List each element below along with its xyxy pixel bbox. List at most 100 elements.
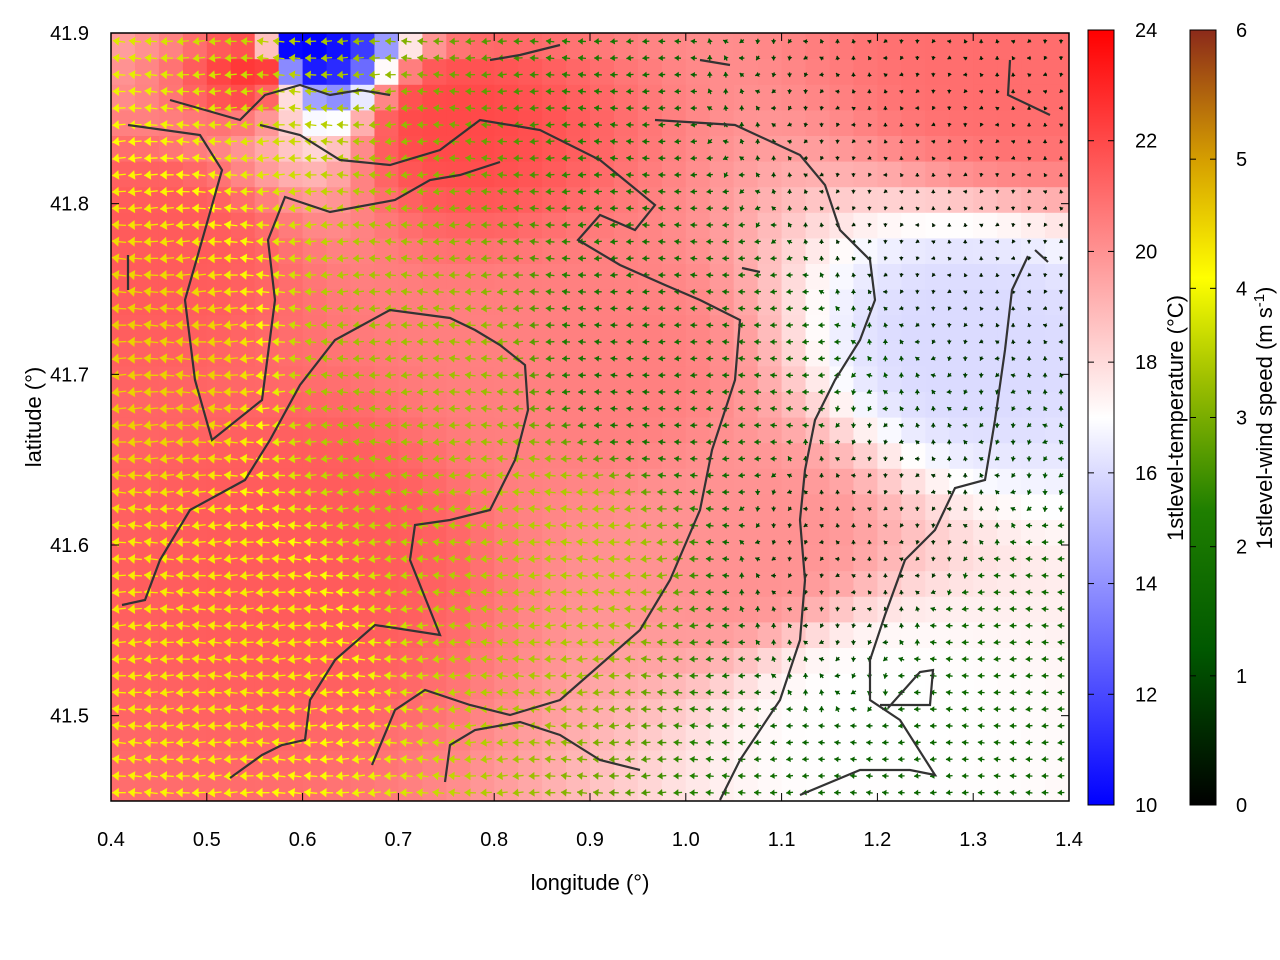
temperature-cell (661, 340, 687, 367)
temperature-cell (374, 58, 399, 85)
temperature-cell (757, 186, 783, 213)
temperature-cell (997, 673, 1022, 700)
temperature-cell (733, 468, 759, 495)
temperature-cell (637, 237, 663, 264)
temperature-cell (494, 263, 519, 290)
y-tick-label: 41.8 (50, 194, 89, 216)
temperature-cell (518, 289, 543, 316)
temperature-cell (685, 365, 711, 392)
temperature-cell (949, 84, 974, 111)
temperature-cell (973, 186, 998, 213)
temperature-cell (661, 161, 687, 188)
temperature-cell (1021, 775, 1046, 801)
temperature-cell (398, 493, 423, 520)
x-tick-label: 0.9 (576, 829, 604, 851)
temperature-cell (757, 135, 783, 162)
x-axis-label: longitude (°) (531, 870, 650, 895)
temperature-cell (853, 33, 878, 60)
temperature-cell (422, 417, 447, 444)
temperature-cell (805, 33, 831, 60)
temperature-cell (709, 340, 735, 367)
temperature-cell (470, 263, 495, 290)
temperature-cell (901, 263, 926, 290)
temperature-cell (326, 33, 352, 60)
temperature-cell (877, 724, 902, 751)
temperature-cell (374, 468, 399, 495)
temperature-cell (566, 263, 591, 290)
temperature-cell (901, 289, 926, 316)
temperature-cell (134, 749, 160, 776)
temperature-cell (925, 545, 950, 572)
temperature-cell (398, 263, 423, 290)
colorbar-tick-label: 22 (1135, 131, 1157, 153)
temperature-cell (590, 33, 615, 60)
temperature-cell (829, 749, 855, 776)
temperature-cell (637, 340, 663, 367)
temperature-cell (661, 775, 687, 801)
temperature-cell (901, 237, 926, 264)
temperature-cell (422, 109, 447, 136)
temperature-cell (949, 237, 974, 264)
temperature-cell (685, 212, 711, 239)
temperature-cell (613, 58, 639, 85)
temperature-cell (829, 775, 855, 801)
temperature-cell (1045, 698, 1069, 725)
temperature-cell (1045, 673, 1069, 700)
temperature-cell (1045, 570, 1069, 597)
temperature-cell (254, 33, 280, 60)
temperature-cell (398, 442, 423, 469)
temperature-cell (829, 417, 855, 444)
temperature-cell (805, 340, 831, 367)
temperature-cell (637, 365, 663, 392)
temperature-cell (254, 442, 280, 469)
temperature-cell (877, 698, 902, 725)
temperature-cell (829, 263, 855, 290)
temperature-cell (757, 545, 783, 572)
temperature-cell (805, 289, 831, 316)
temperature-cell (853, 673, 878, 700)
temperature-cell (566, 58, 591, 85)
temperature-cell (494, 58, 519, 85)
temperature-cell (877, 545, 902, 572)
temperature-cell (709, 493, 735, 520)
temperature-cell (925, 237, 950, 264)
temperature-cell (973, 289, 998, 316)
temperature-cell (158, 417, 184, 444)
temperature-cell (111, 33, 136, 60)
temperature-cell (637, 775, 663, 801)
temperature-cell (374, 263, 399, 290)
temperature-cell (542, 493, 567, 520)
temperature-cell (877, 33, 902, 60)
temperature-cell (901, 161, 926, 188)
temperature-cell (613, 33, 639, 60)
temperature-cell (661, 724, 687, 751)
temperature-cell (230, 391, 256, 418)
temperature-cell (1045, 314, 1069, 341)
temperature-cell (1045, 289, 1069, 316)
temperature-cell (661, 468, 687, 495)
colorbar-tick-label: 16 (1135, 463, 1157, 485)
temperature-cell (590, 673, 615, 700)
temperature-cell (997, 493, 1022, 520)
temperature-cell (925, 263, 950, 290)
temperature-cell (350, 314, 376, 341)
temperature-cell (1045, 186, 1069, 213)
temperature-cell (781, 749, 807, 776)
temperature-cell (134, 58, 160, 85)
temperature-cell (709, 621, 735, 648)
temperature-cell (326, 698, 352, 725)
temperature-cell (709, 84, 735, 111)
temperature-cell (613, 109, 639, 136)
temperature-cell (111, 698, 136, 725)
temperature-cell (757, 212, 783, 239)
temperature-cell (685, 186, 711, 213)
temperature-cell (901, 84, 926, 111)
temperature-cell (661, 493, 687, 520)
temperature-cell (709, 673, 735, 700)
temperature-cell (446, 109, 471, 136)
temperature-cell (997, 698, 1022, 725)
temperature-cell (254, 749, 280, 776)
temperature-cell (1021, 365, 1046, 392)
temperature-cell (829, 468, 855, 495)
temperature-cell (566, 314, 591, 341)
